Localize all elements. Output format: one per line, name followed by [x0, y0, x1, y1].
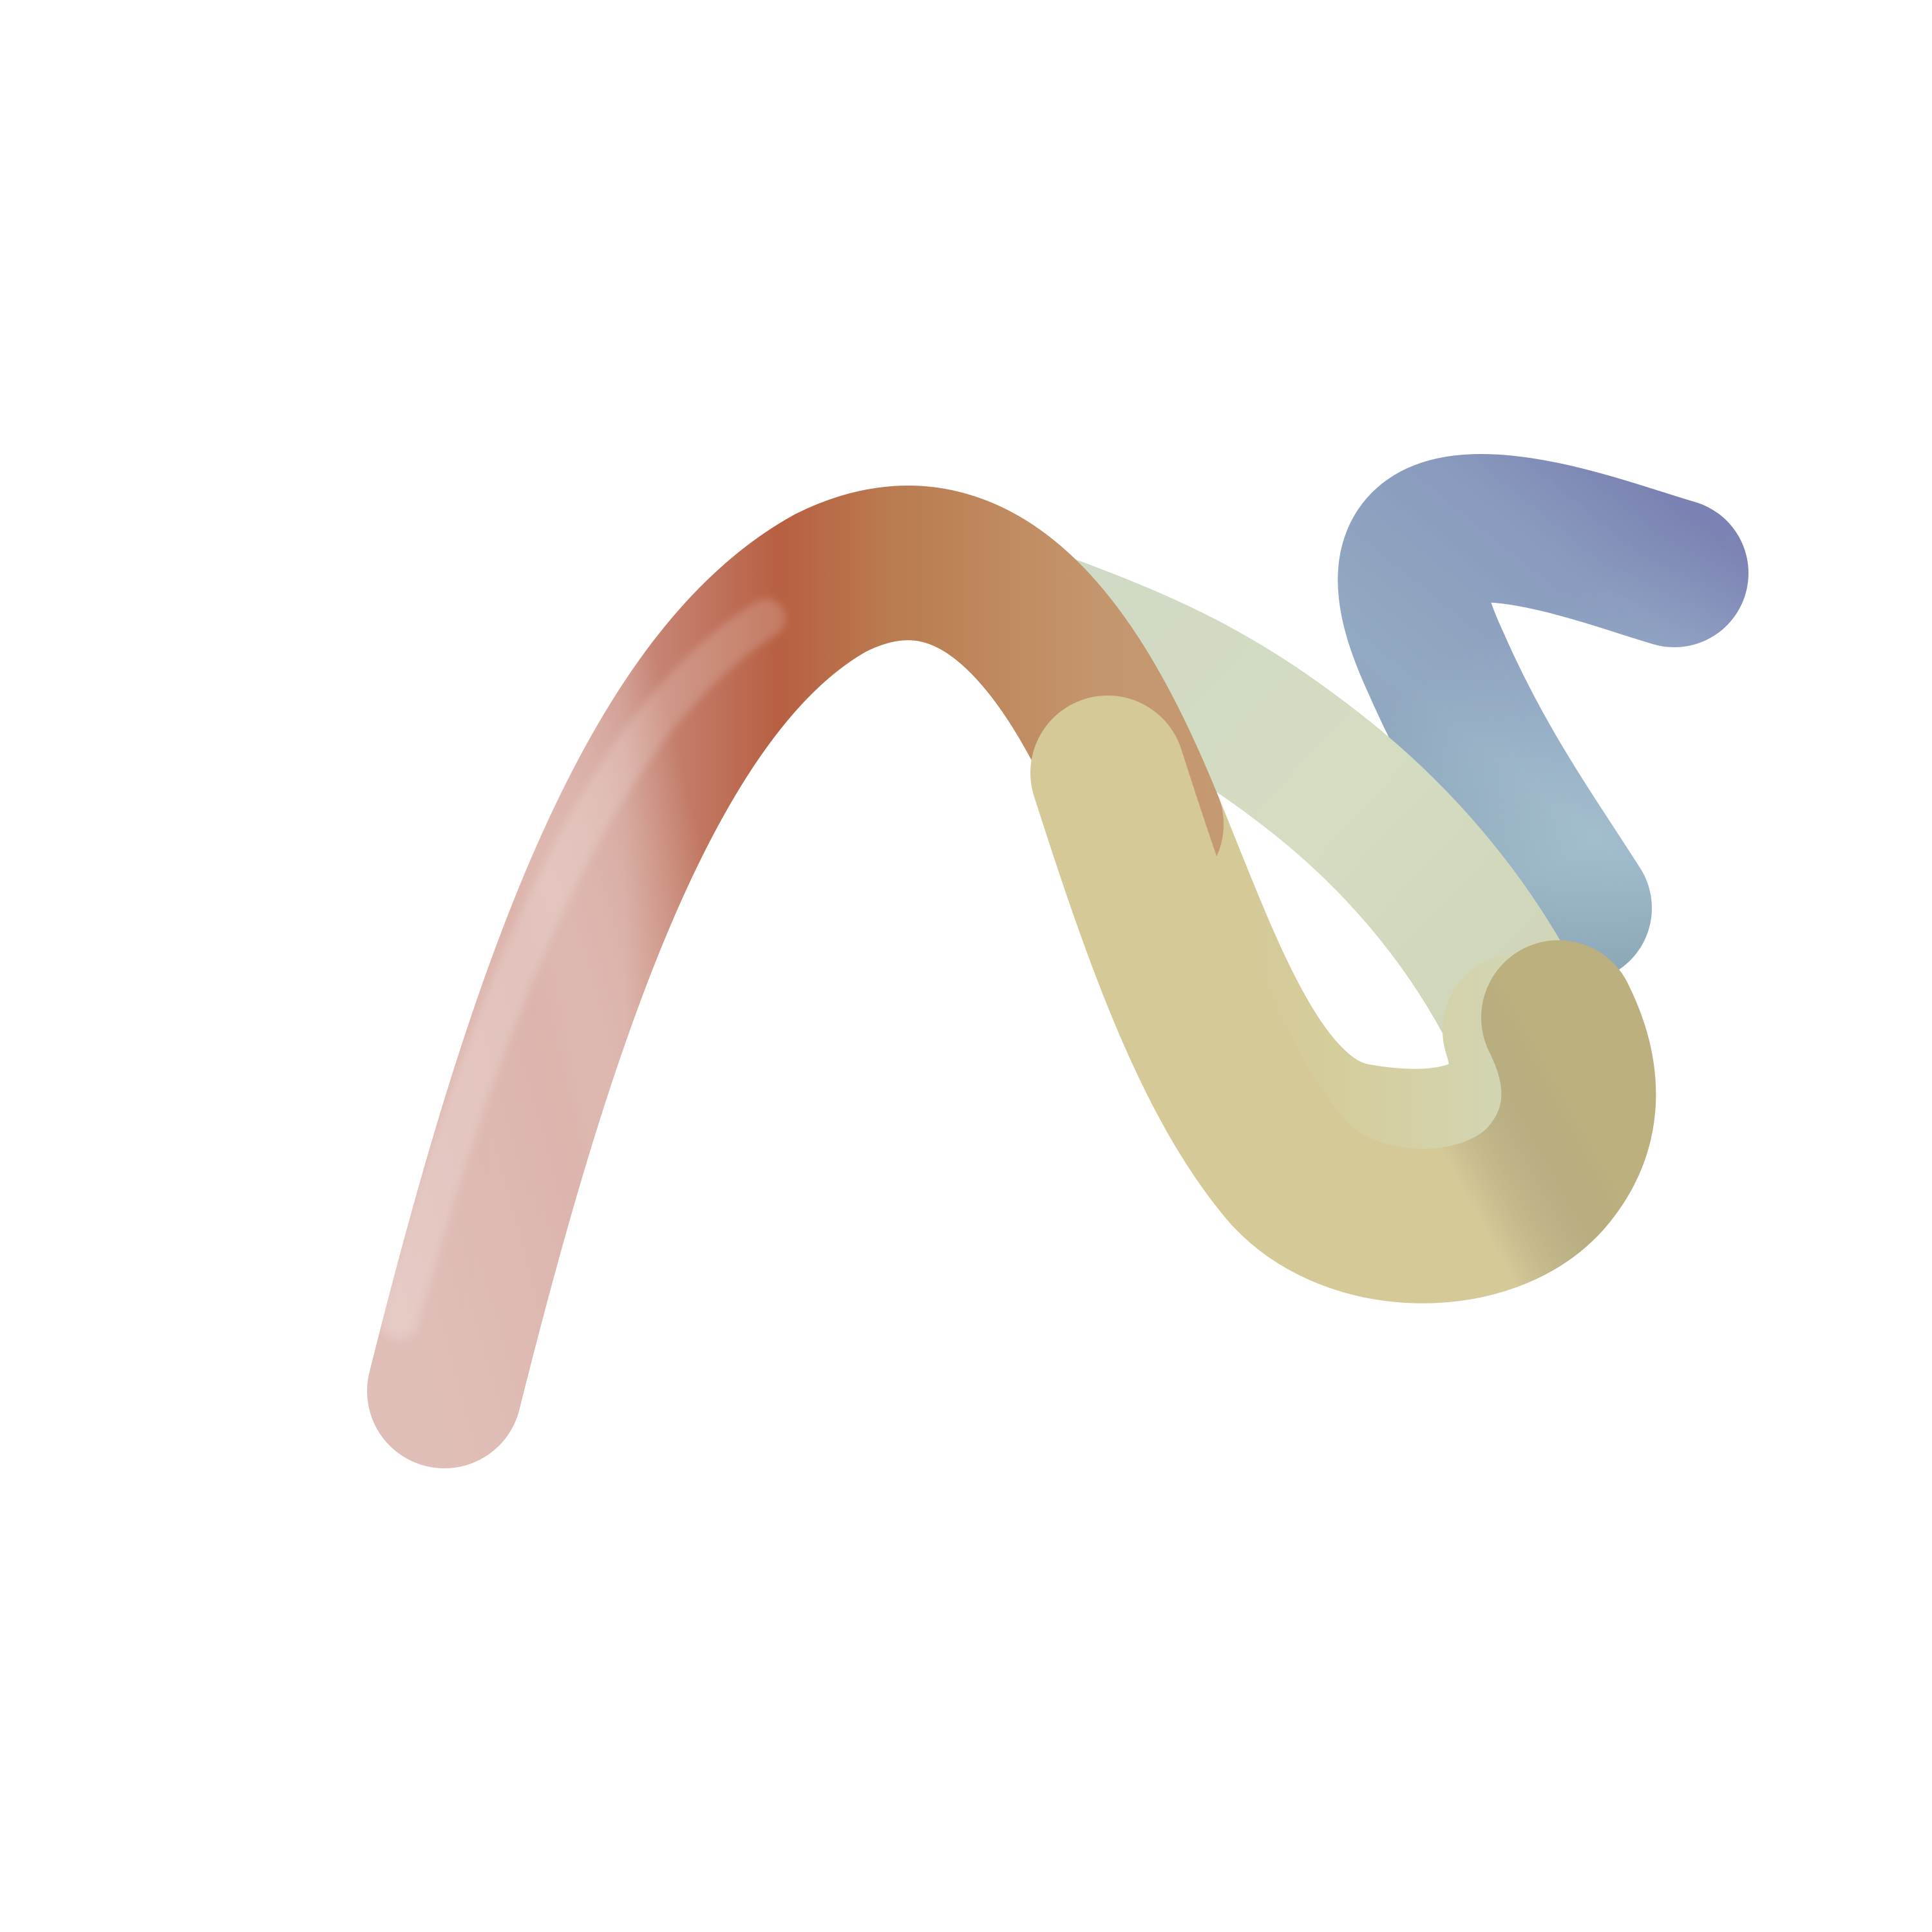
main-tube-end-shading [1211, 940, 1656, 1303]
blue-tail-shading [1338, 454, 1748, 982]
main-tube-shading [367, 486, 1224, 1468]
tube-highlight [380, 599, 786, 1340]
